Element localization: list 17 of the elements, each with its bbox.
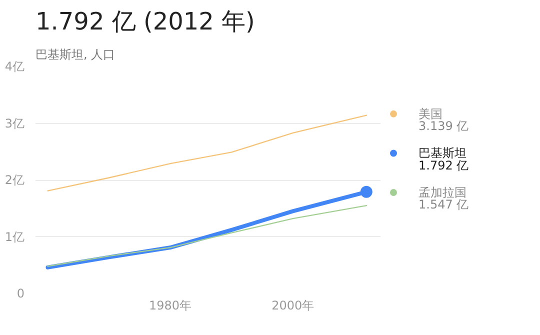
x-tick-label: 2000年 bbox=[272, 298, 314, 312]
line-series bbox=[47, 114, 368, 192]
text: 3.139 亿 bbox=[418, 119, 469, 134]
y-tick-label: 2亿 bbox=[4, 173, 25, 187]
text: 1.547 亿 bbox=[418, 198, 469, 212]
y-tick-label: 3亿 bbox=[4, 116, 25, 130]
y-tick-label: 1亿 bbox=[4, 230, 25, 244]
chart-subtitle: 巴基斯坦, 人口 bbox=[36, 48, 116, 62]
legend-label: 孟加拉国 bbox=[418, 186, 466, 200]
legend-label: 巴基斯坦 bbox=[418, 146, 466, 160]
y-tick-label: 0 bbox=[16, 286, 25, 300]
y-tick-label: 4亿 bbox=[4, 60, 25, 74]
legend-label: 美国 bbox=[418, 106, 442, 121]
chart-title: 1.792 亿 (2012 年) bbox=[36, 8, 255, 36]
line-series bbox=[47, 204, 368, 267]
text: 1.792 亿 bbox=[418, 158, 469, 172]
x-tick-label: 1980年 bbox=[149, 298, 192, 312]
